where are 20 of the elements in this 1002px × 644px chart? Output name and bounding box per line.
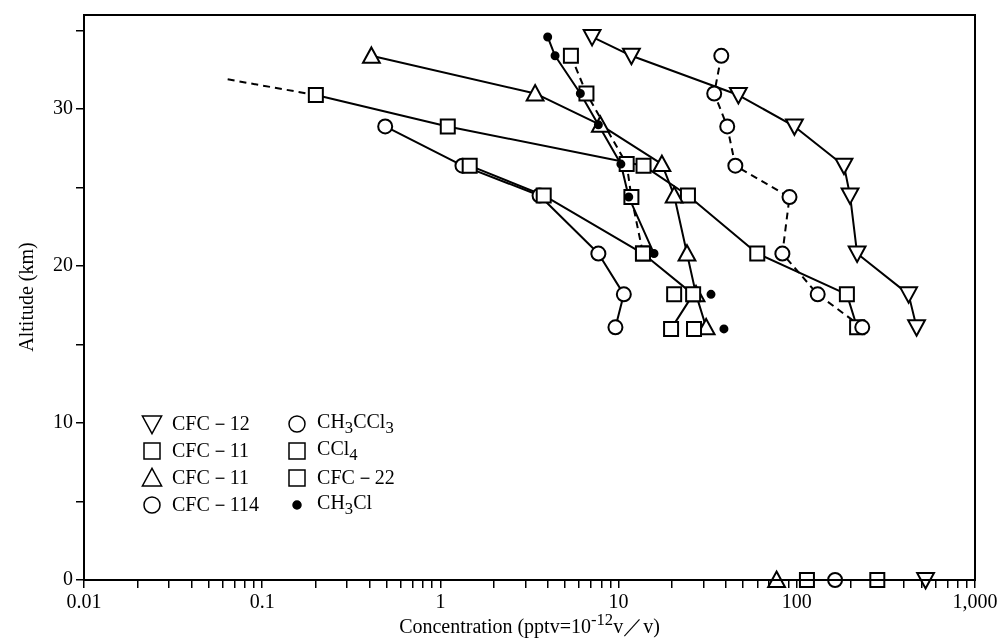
x-tick-label: 10 xyxy=(608,590,629,613)
y-axis-title: Altitude (km) xyxy=(14,242,38,352)
x-tick-label: 0.1 xyxy=(249,590,275,613)
legend-label: CFC－11 xyxy=(172,465,250,490)
y-tick-label: 20 xyxy=(53,253,73,276)
legend-label: CFC－114 xyxy=(172,492,260,517)
x-axis-title: Concentration (pptv=10$^{-12}$v／v) xyxy=(399,610,660,637)
legend-label: CFC－12 xyxy=(172,411,250,436)
y-tick-label: 0 xyxy=(63,567,73,590)
x-tick-label: 1,000 xyxy=(952,590,998,613)
legend-label: CCl$_{4}$ xyxy=(317,436,358,465)
y-tick-label: 10 xyxy=(53,410,73,433)
legend-label: CFC－11 xyxy=(172,438,250,463)
legend-label: CH$_{3}$Cl xyxy=(317,490,373,519)
x-tick-label: 100 xyxy=(781,590,812,613)
x-tick-label: 1 xyxy=(435,590,446,613)
x-tick-label: 0.01 xyxy=(66,590,102,613)
legend-label: CH$_{3}$CCl$_{3}$ xyxy=(317,409,394,438)
legend-label: CFC－22 xyxy=(317,465,395,490)
y-tick-label: 30 xyxy=(53,96,73,119)
